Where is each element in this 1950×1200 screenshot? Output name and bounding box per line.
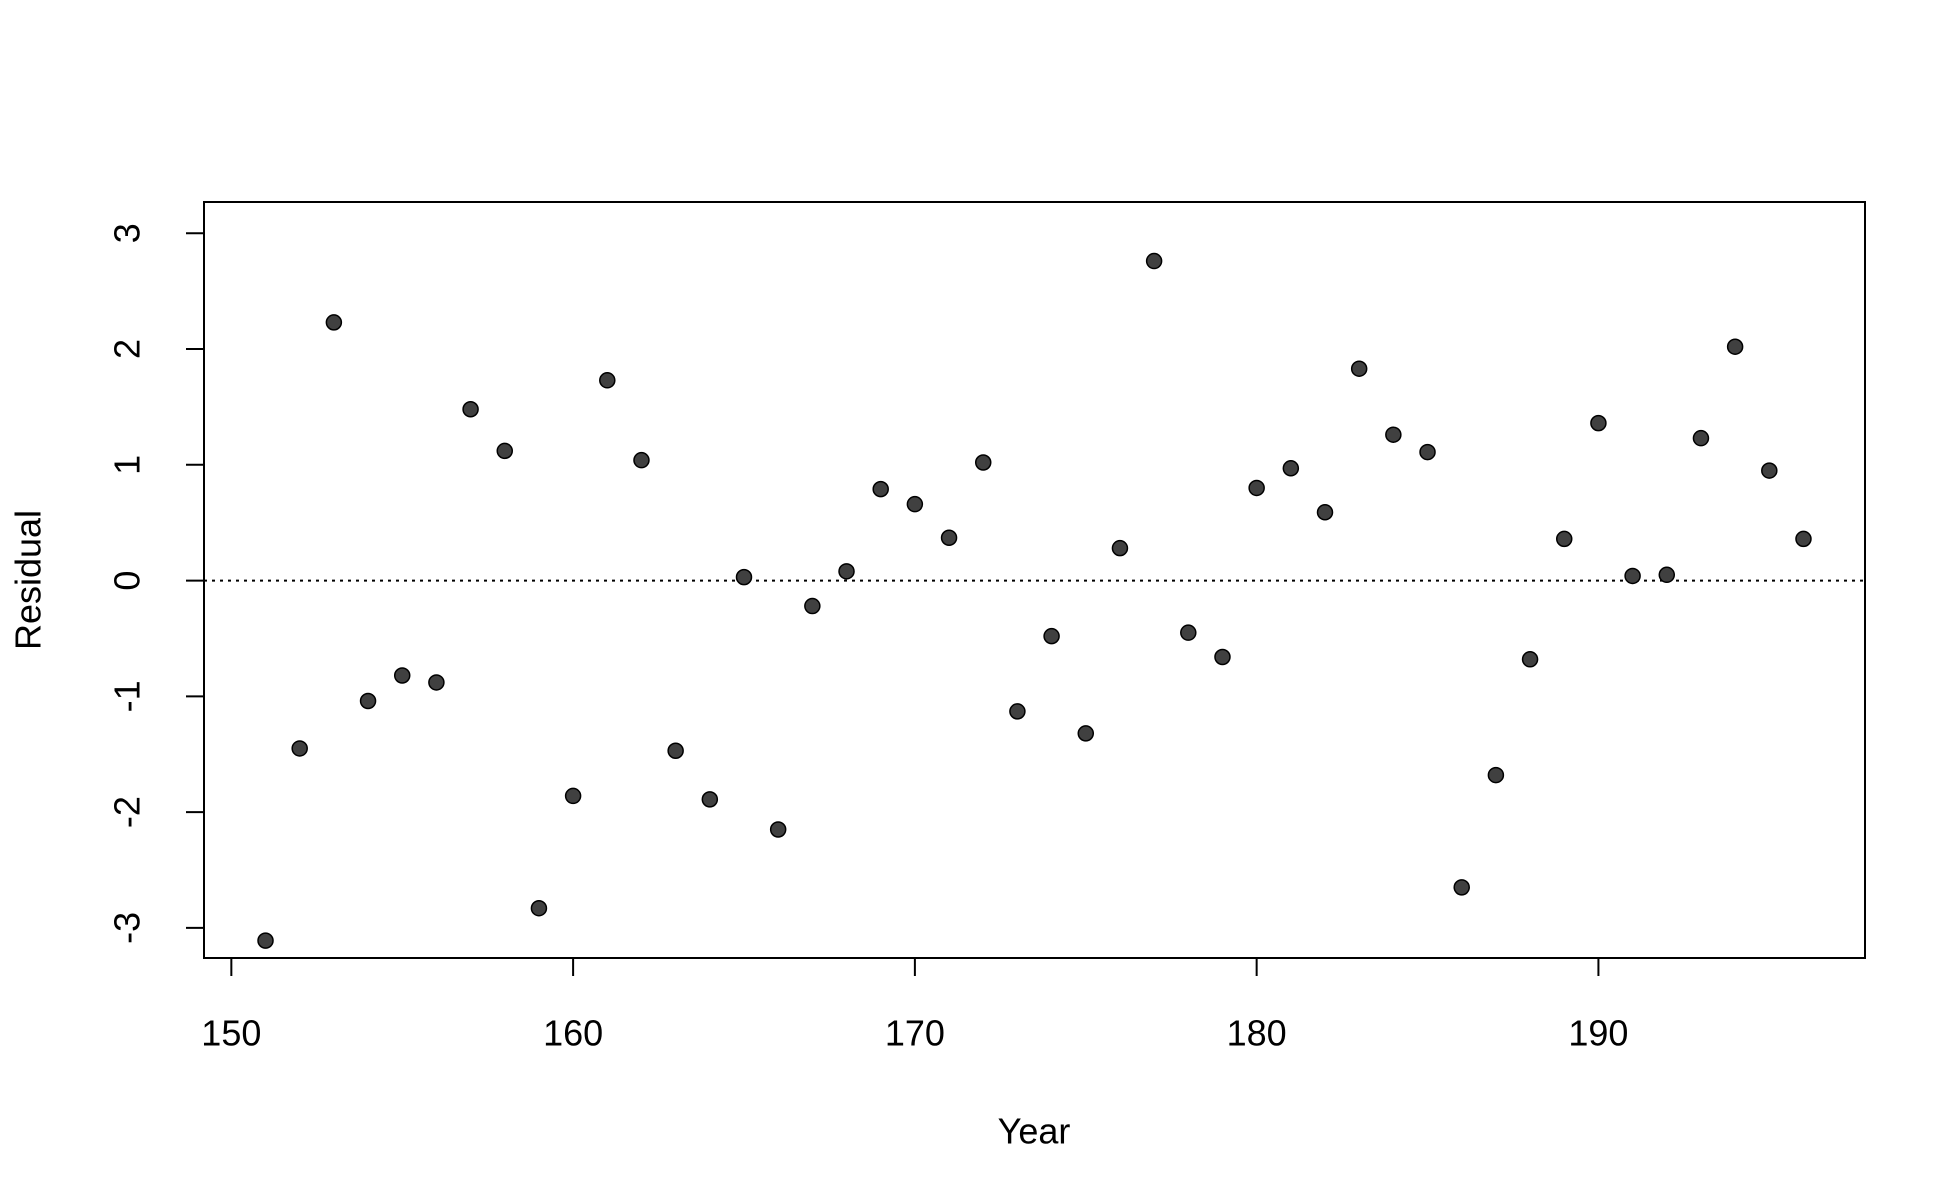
point bbox=[1419, 443, 1436, 461]
point bbox=[1795, 530, 1812, 548]
point bbox=[1521, 651, 1539, 668]
point bbox=[1487, 766, 1505, 784]
point bbox=[769, 821, 787, 838]
point bbox=[1009, 703, 1026, 720]
x-tick-label: 180 bbox=[1227, 1013, 1287, 1054]
point bbox=[291, 740, 308, 757]
point bbox=[1043, 627, 1060, 645]
point bbox=[1316, 504, 1334, 521]
point bbox=[1248, 479, 1265, 497]
point bbox=[1214, 648, 1231, 666]
y-tick-label: 0 bbox=[107, 571, 148, 591]
point bbox=[872, 480, 889, 498]
point bbox=[462, 400, 479, 418]
point bbox=[974, 454, 992, 471]
y-axis-title: Residual bbox=[8, 510, 49, 650]
y-tick-label: 1 bbox=[107, 455, 148, 475]
y-tick-label: 3 bbox=[107, 223, 148, 243]
point bbox=[530, 899, 548, 917]
point bbox=[1350, 360, 1368, 377]
point bbox=[804, 597, 821, 615]
point bbox=[940, 529, 958, 546]
point bbox=[633, 451, 650, 469]
point bbox=[1111, 539, 1129, 557]
point bbox=[906, 495, 924, 513]
point bbox=[599, 372, 616, 389]
point bbox=[1658, 566, 1676, 584]
point bbox=[393, 667, 411, 684]
y-tick-label: 2 bbox=[107, 339, 148, 359]
x-tick-label: 150 bbox=[201, 1013, 261, 1054]
x-tick-label: 190 bbox=[1568, 1013, 1628, 1054]
point bbox=[667, 742, 684, 760]
point bbox=[735, 568, 753, 586]
point bbox=[1077, 725, 1095, 742]
point bbox=[701, 791, 719, 808]
point bbox=[496, 442, 514, 460]
point bbox=[1624, 567, 1641, 585]
x-axis-title: Year bbox=[998, 1111, 1071, 1152]
point bbox=[1590, 414, 1607, 432]
point bbox=[1385, 426, 1402, 443]
point bbox=[428, 674, 445, 691]
point bbox=[1726, 338, 1744, 355]
point bbox=[325, 314, 343, 331]
point bbox=[1145, 252, 1163, 270]
point bbox=[838, 563, 855, 580]
point bbox=[359, 692, 377, 710]
point bbox=[1453, 879, 1470, 896]
x-tick-label: 160 bbox=[543, 1013, 603, 1054]
point bbox=[1282, 460, 1300, 477]
x-tick-label: 170 bbox=[885, 1013, 945, 1054]
point bbox=[1180, 624, 1197, 641]
point bbox=[257, 932, 274, 949]
point bbox=[1761, 462, 1778, 479]
point bbox=[564, 787, 582, 805]
point bbox=[1555, 530, 1573, 548]
y-tick-label: -1 bbox=[107, 680, 148, 712]
y-tick-label: -3 bbox=[107, 912, 148, 944]
y-tick-label: -2 bbox=[107, 796, 148, 828]
point bbox=[1692, 429, 1710, 447]
